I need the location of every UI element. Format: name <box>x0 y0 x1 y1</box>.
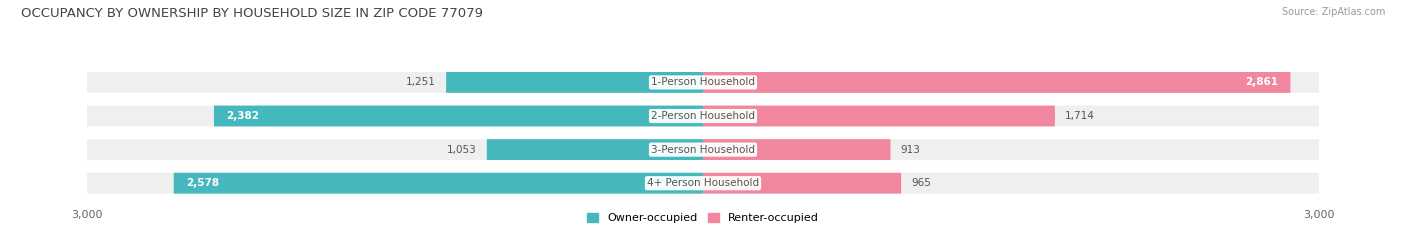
FancyBboxPatch shape <box>87 72 1319 93</box>
Text: 913: 913 <box>901 145 921 155</box>
FancyBboxPatch shape <box>703 106 1054 127</box>
Text: Source: ZipAtlas.com: Source: ZipAtlas.com <box>1281 7 1385 17</box>
Text: 1,251: 1,251 <box>406 77 436 87</box>
Text: 2,578: 2,578 <box>186 178 219 188</box>
Text: 965: 965 <box>911 178 931 188</box>
Legend: Owner-occupied, Renter-occupied: Owner-occupied, Renter-occupied <box>582 208 824 227</box>
Text: 1,053: 1,053 <box>447 145 477 155</box>
FancyBboxPatch shape <box>703 72 1291 93</box>
FancyBboxPatch shape <box>703 173 901 194</box>
FancyBboxPatch shape <box>446 72 703 93</box>
FancyBboxPatch shape <box>214 106 703 127</box>
Text: 3-Person Household: 3-Person Household <box>651 145 755 155</box>
FancyBboxPatch shape <box>174 173 703 194</box>
Text: 2-Person Household: 2-Person Household <box>651 111 755 121</box>
FancyBboxPatch shape <box>486 139 703 160</box>
Text: 4+ Person Household: 4+ Person Household <box>647 178 759 188</box>
Text: OCCUPANCY BY OWNERSHIP BY HOUSEHOLD SIZE IN ZIP CODE 77079: OCCUPANCY BY OWNERSHIP BY HOUSEHOLD SIZE… <box>21 7 484 20</box>
Text: 2,861: 2,861 <box>1246 77 1278 87</box>
FancyBboxPatch shape <box>87 139 1319 160</box>
FancyBboxPatch shape <box>703 139 890 160</box>
FancyBboxPatch shape <box>87 106 1319 127</box>
Text: 2,382: 2,382 <box>226 111 259 121</box>
Text: 1,714: 1,714 <box>1066 111 1095 121</box>
Text: 1-Person Household: 1-Person Household <box>651 77 755 87</box>
FancyBboxPatch shape <box>87 173 1319 194</box>
